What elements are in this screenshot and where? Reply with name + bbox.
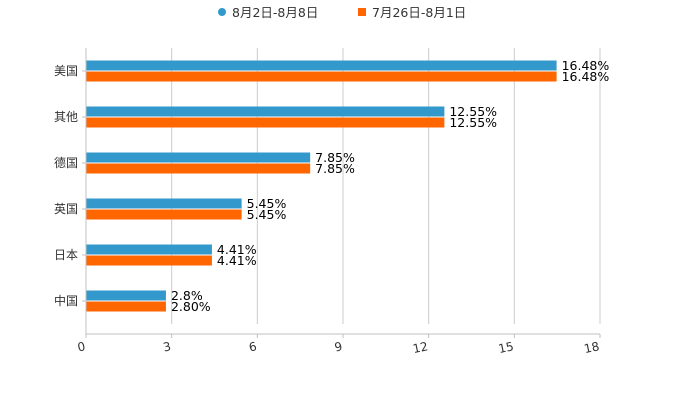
category-label: 其他: [54, 110, 78, 124]
data-label: 12.55%: [449, 115, 497, 130]
bar[interactable]: [86, 301, 166, 312]
legend-item[interactable]: 7月26日-8月1日: [358, 5, 466, 20]
data-label: 16.48%: [562, 69, 610, 84]
x-tick-label: 18: [583, 339, 601, 356]
data-label: 7.85%: [315, 161, 355, 176]
bars: 16.48%16.48% 12.55%12.55% 7.85%7.85% 5.45%5…: [86, 58, 609, 314]
grid: [171, 48, 601, 324]
bar[interactable]: [86, 106, 445, 117]
bar[interactable]: [86, 60, 557, 71]
x-tick-label: 3: [162, 339, 172, 354]
bar[interactable]: [86, 198, 242, 209]
legend-marker: [358, 8, 366, 16]
bar[interactable]: [86, 163, 311, 174]
data-label: 2.8%: [171, 288, 203, 303]
bar[interactable]: [86, 117, 445, 128]
bar[interactable]: [86, 209, 242, 220]
data-label: 12.55%: [449, 104, 497, 119]
x-tick-label: 15: [497, 339, 515, 356]
data-label: 7.85%: [315, 150, 355, 165]
bar[interactable]: [86, 71, 557, 82]
legend-label: 8月2日-8月8日: [232, 5, 318, 20]
data-label: 5.45%: [247, 207, 287, 222]
bar[interactable]: [86, 255, 212, 266]
category-label: 美国: [54, 64, 78, 78]
data-label: 2.80%: [171, 299, 211, 314]
data-label: 4.41%: [217, 253, 257, 268]
bar[interactable]: [86, 244, 212, 255]
legend-label: 7月26日-8月1日: [372, 5, 466, 20]
legend-item[interactable]: 8月2日-8月8日: [218, 5, 318, 20]
category-label: 英国: [54, 202, 78, 216]
data-label: 16.48%: [562, 58, 610, 73]
legend-marker: [218, 8, 226, 16]
x-tick-label: 9: [333, 339, 343, 354]
data-label: 5.45%: [247, 196, 287, 211]
category-label: 中国: [54, 293, 78, 308]
bar[interactable]: [86, 290, 166, 301]
legend: 8月2日-8月8日 7月26日-8月1日: [218, 5, 466, 20]
category-label: 德国: [54, 155, 78, 170]
data-label: 4.41%: [217, 242, 257, 257]
bar[interactable]: [86, 152, 311, 163]
category-label: 日本: [54, 248, 78, 262]
x-tick-label: 0: [76, 339, 86, 354]
x-tick-label: 6: [248, 339, 258, 354]
x-tick-label: 12: [411, 339, 429, 356]
